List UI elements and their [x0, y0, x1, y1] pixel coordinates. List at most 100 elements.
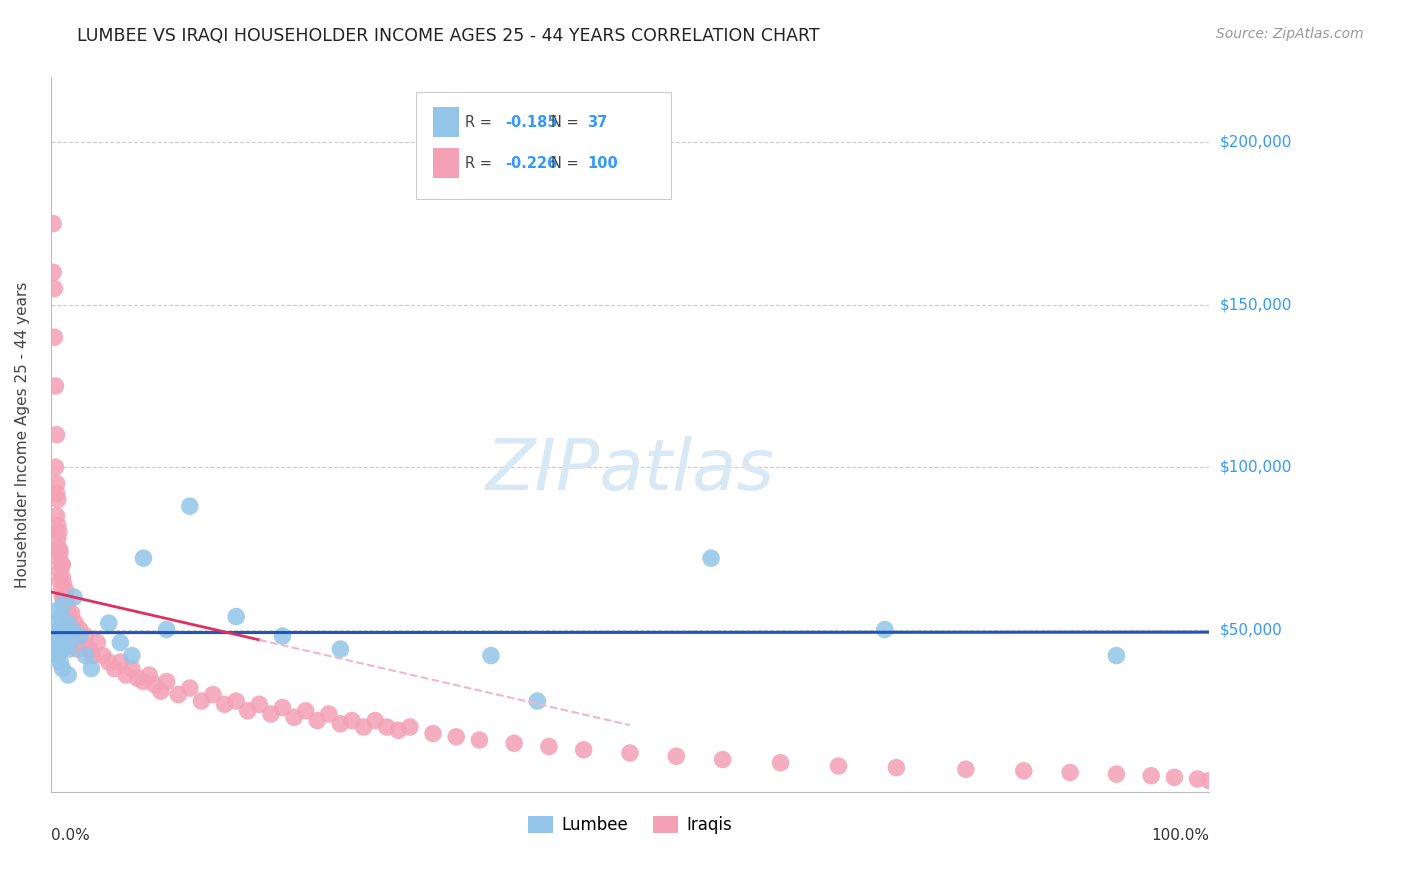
Point — [55, 635, 77, 649]
Point — [307, 714, 329, 728]
Point — [294, 704, 316, 718]
Point — [65, 635, 87, 649]
Text: N =: N = — [551, 156, 583, 170]
Point — [1187, 772, 1209, 786]
Point — [66, 642, 89, 657]
Point — [70, 635, 93, 649]
Text: R =: R = — [465, 115, 496, 130]
Point — [1140, 769, 1163, 783]
Point — [179, 499, 201, 513]
Point — [86, 635, 108, 649]
Point — [42, 265, 65, 279]
Point — [283, 710, 305, 724]
Point — [1059, 765, 1081, 780]
Point — [82, 648, 104, 663]
Point — [53, 623, 76, 637]
Point — [132, 674, 155, 689]
Point — [201, 688, 224, 702]
Text: R =: R = — [465, 156, 496, 170]
Point — [1012, 764, 1035, 778]
Point — [58, 616, 80, 631]
Point — [143, 678, 166, 692]
Text: $100,000: $100,000 — [1220, 459, 1292, 475]
Point — [58, 642, 80, 657]
Point — [138, 668, 160, 682]
Point — [700, 551, 723, 566]
Point — [121, 662, 143, 676]
Point — [55, 583, 77, 598]
Point — [444, 730, 467, 744]
Point — [56, 597, 79, 611]
Point — [399, 720, 422, 734]
Point — [48, 623, 70, 637]
Point — [318, 706, 340, 721]
Point — [52, 577, 75, 591]
Text: LUMBEE VS IRAQI HOUSEHOLDER INCOME AGES 25 - 44 YEARS CORRELATION CHART: LUMBEE VS IRAQI HOUSEHOLDER INCOME AGES … — [77, 27, 820, 45]
Point — [179, 681, 201, 695]
Point — [46, 648, 69, 663]
Point — [387, 723, 409, 738]
Point — [769, 756, 792, 770]
Text: $50,000: $50,000 — [1220, 622, 1282, 637]
Point — [1163, 770, 1185, 784]
Point — [422, 726, 444, 740]
Point — [44, 629, 66, 643]
Point — [46, 603, 69, 617]
Point — [56, 616, 79, 631]
Point — [225, 694, 247, 708]
Point — [58, 607, 80, 621]
FancyBboxPatch shape — [416, 92, 671, 199]
Text: $200,000: $200,000 — [1220, 135, 1292, 150]
Point — [52, 597, 75, 611]
Point — [44, 330, 66, 344]
Point — [537, 739, 560, 754]
Text: ZIPatlas: ZIPatlas — [485, 436, 775, 505]
Point — [375, 720, 398, 734]
Point — [46, 532, 69, 546]
Point — [103, 662, 125, 676]
Text: 100.0%: 100.0% — [1152, 828, 1209, 843]
Point — [271, 700, 294, 714]
Point — [75, 648, 97, 663]
Point — [51, 583, 73, 598]
Point — [132, 551, 155, 566]
Point — [51, 662, 73, 676]
Point — [955, 762, 977, 776]
Point — [167, 688, 190, 702]
Point — [156, 623, 179, 637]
Point — [572, 743, 595, 757]
Point — [60, 607, 83, 621]
Point — [51, 590, 73, 604]
Point — [353, 720, 375, 734]
Point — [468, 733, 491, 747]
Point — [127, 671, 149, 685]
Point — [665, 749, 688, 764]
Point — [214, 698, 236, 712]
Point — [46, 492, 69, 507]
Point — [49, 544, 72, 558]
Text: Source: ZipAtlas.com: Source: ZipAtlas.com — [1216, 27, 1364, 41]
Point — [873, 623, 896, 637]
Text: 100: 100 — [588, 156, 617, 170]
Point — [49, 655, 72, 669]
Text: $150,000: $150,000 — [1220, 297, 1292, 312]
Point — [59, 629, 82, 643]
Point — [97, 616, 120, 631]
Point — [156, 674, 179, 689]
Point — [58, 623, 80, 637]
Point — [51, 609, 73, 624]
Point — [1105, 648, 1128, 663]
Point — [1198, 773, 1220, 788]
Point — [44, 460, 66, 475]
Point — [49, 574, 72, 588]
Point — [364, 714, 387, 728]
Point — [69, 629, 91, 643]
Point — [51, 642, 73, 657]
Point — [63, 590, 86, 604]
Point — [260, 706, 283, 721]
Point — [503, 736, 526, 750]
Point — [190, 694, 212, 708]
Point — [44, 281, 66, 295]
Point — [97, 655, 120, 669]
Point — [44, 616, 66, 631]
